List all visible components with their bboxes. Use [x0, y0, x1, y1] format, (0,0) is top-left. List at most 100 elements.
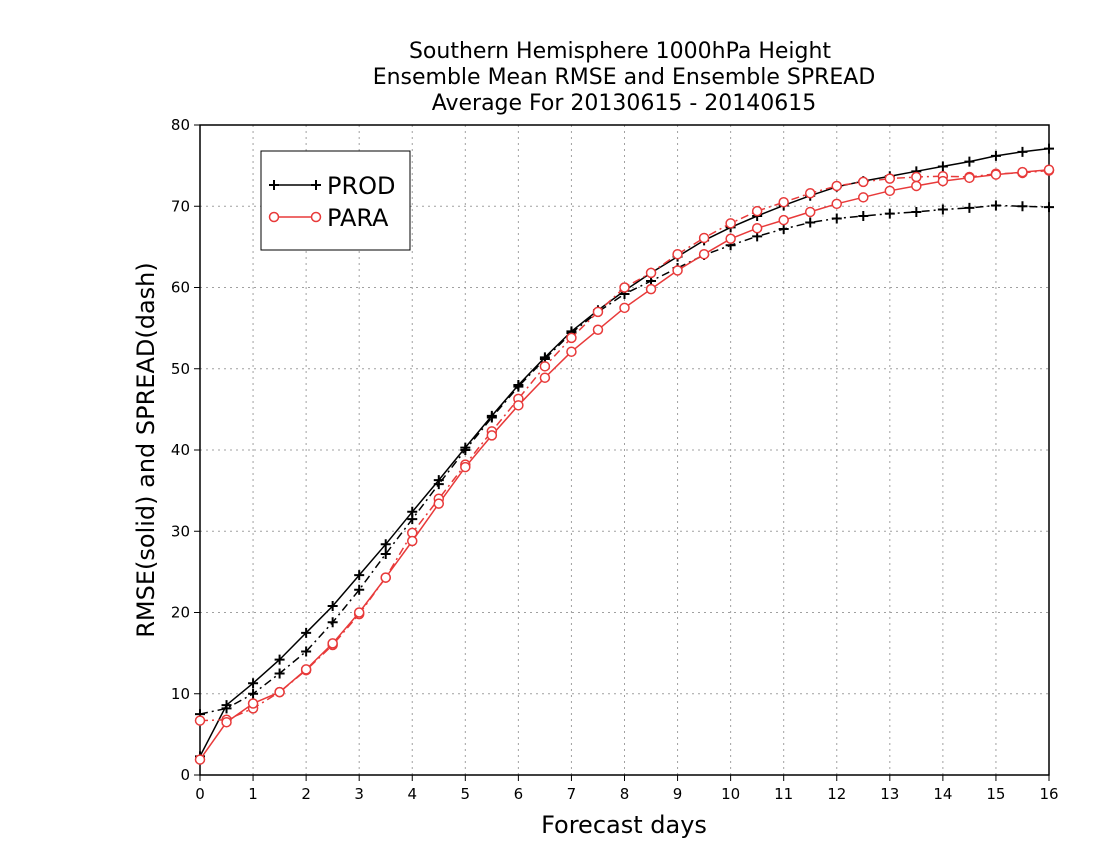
- y-tick-label: 10: [171, 685, 190, 703]
- chart-title: Southern Hemisphere 1000hPa Height Ensem…: [373, 39, 876, 116]
- series-para-spread-point: [778, 196, 789, 208]
- series-prod-spread-point: [1017, 201, 1028, 212]
- series-prod-spread-point: [937, 204, 948, 215]
- legend-label-para: PARA: [327, 204, 389, 232]
- y-tick-label: 70: [171, 197, 190, 215]
- series-prod-spread-point: [380, 549, 391, 559]
- series-para-rmse-point: [831, 198, 842, 210]
- y-tick-label: 20: [171, 604, 190, 622]
- x-axis-ticks: 0 1 2 3 4 5 6 7 8 9 10 11 12 13 14 15 16: [195, 775, 1059, 803]
- series-para-rmse-point: [300, 664, 312, 675]
- series-prod-rmse-point: [248, 678, 259, 689]
- y-tick-label: 80: [171, 116, 190, 134]
- series-prod-spread-point: [778, 224, 789, 234]
- title-line-3: Average For 20130615 - 20140615: [432, 91, 817, 116]
- series-para-rmse-point: [858, 192, 869, 203]
- series-para-rmse-point: [407, 535, 418, 547]
- x-tick-label: 4: [407, 785, 417, 803]
- series-prod-spread-point: [354, 584, 365, 595]
- series-para-rmse-point: [672, 265, 683, 276]
- x-tick-label: 15: [986, 785, 1005, 803]
- x-tick-label: 2: [301, 785, 311, 803]
- series-prod-rmse-point: [407, 506, 418, 517]
- legend: PROD PARA: [260, 150, 411, 251]
- x-tick-label: 9: [673, 785, 683, 803]
- series-para-spread-line: [199, 169, 1050, 722]
- x-tick-label: 6: [514, 785, 524, 803]
- y-tick-label: 60: [171, 279, 190, 297]
- series-para-spread-point: [645, 267, 657, 279]
- legend-marker-para: [310, 211, 322, 223]
- series-para-rmse-point: [433, 498, 445, 509]
- series-prod-spread-point: [805, 217, 816, 228]
- series-para-rmse-point: [751, 222, 763, 234]
- series-para-rmse-point: [645, 283, 657, 295]
- series-para-spread-point: [884, 173, 896, 184]
- series-para-rmse-point: [804, 206, 816, 218]
- series-para-rmse-point: [1043, 164, 1055, 175]
- series-para-rmse-point: [964, 172, 975, 184]
- series-para-spread-point: [566, 332, 577, 344]
- series-prod-rmse-point: [1044, 143, 1054, 154]
- series-prod-rmse-point: [354, 570, 365, 581]
- legend-box: [260, 150, 411, 251]
- x-tick-label: 13: [880, 785, 899, 803]
- series-prod-rmse-point: [274, 654, 285, 665]
- series-para-rmse-point: [539, 372, 551, 383]
- series-prod-spread-point: [327, 617, 338, 628]
- series-para-spread-point: [592, 306, 604, 318]
- series-prod-rmse-point: [486, 410, 497, 421]
- series-para-rmse-point: [592, 324, 604, 335]
- x-axis-label: Forecast days: [541, 811, 707, 839]
- x-tick-label: 1: [248, 785, 258, 803]
- series-prod-rmse-point: [1017, 146, 1028, 157]
- y-tick-label: 0: [180, 766, 190, 784]
- series-prod-rmse-point: [301, 627, 312, 638]
- series-prod-spread-point: [1044, 202, 1054, 213]
- series-prod-spread-point: [301, 646, 312, 657]
- series-para-spread-point: [804, 188, 816, 199]
- series-prod-rmse-point: [990, 150, 1001, 161]
- series-para: [194, 164, 1055, 765]
- series-prod-rmse-point: [539, 352, 550, 363]
- series-prod-spread-point: [911, 206, 922, 217]
- series-para-spread-point: [698, 232, 710, 244]
- series-para-rmse-point: [460, 461, 471, 473]
- series-prod-spread-point: [831, 213, 842, 224]
- series-para-spread-point: [725, 218, 736, 229]
- series-para-spread-point: [831, 180, 842, 192]
- series-para-rmse-point: [778, 214, 789, 226]
- series-para-rmse-point: [1017, 166, 1028, 178]
- legend-label-prod: PROD: [327, 172, 396, 200]
- series-para-rmse-point: [274, 686, 285, 698]
- y-axis-ticks: 0 10 20 30 40 50 60 70 80: [171, 116, 200, 784]
- series-prod-rmse-point: [433, 475, 444, 486]
- series-para-rmse-point: [194, 754, 206, 765]
- series-prod-rmse-point: [513, 380, 524, 390]
- series-para-spread-point: [194, 715, 206, 726]
- legend-marker-prod: [311, 180, 321, 190]
- title-line-2: Ensemble Mean RMSE and Ensemble SPREAD: [373, 65, 876, 90]
- series-para-rmse-point: [221, 716, 232, 728]
- series-prod-spread-point: [858, 211, 869, 221]
- y-tick-label: 40: [171, 441, 190, 459]
- series-prod-spread-point: [964, 202, 975, 213]
- y-axis-label: RMSE(solid) and SPREAD(dash): [132, 262, 160, 638]
- x-tick-label: 0: [195, 785, 205, 803]
- x-tick-label: 14: [933, 785, 952, 803]
- series-para-rmse-point: [937, 175, 949, 187]
- series-prod-rmse-point: [327, 601, 338, 611]
- legend-marker-para: [268, 211, 280, 223]
- series-para-spread-point: [672, 248, 683, 260]
- series-para-rmse-point: [327, 638, 338, 649]
- series-para-rmse-point: [698, 248, 710, 260]
- x-tick-label: 8: [620, 785, 630, 803]
- series-prod-rmse-point: [964, 156, 975, 167]
- series-para-rmse-point: [353, 607, 365, 618]
- x-tick-label: 10: [721, 785, 740, 803]
- legend-items: PROD PARA: [268, 172, 396, 232]
- series-prod-spread-point: [274, 668, 285, 679]
- series-para-rmse-point: [911, 180, 922, 192]
- x-tick-label: 5: [461, 785, 471, 803]
